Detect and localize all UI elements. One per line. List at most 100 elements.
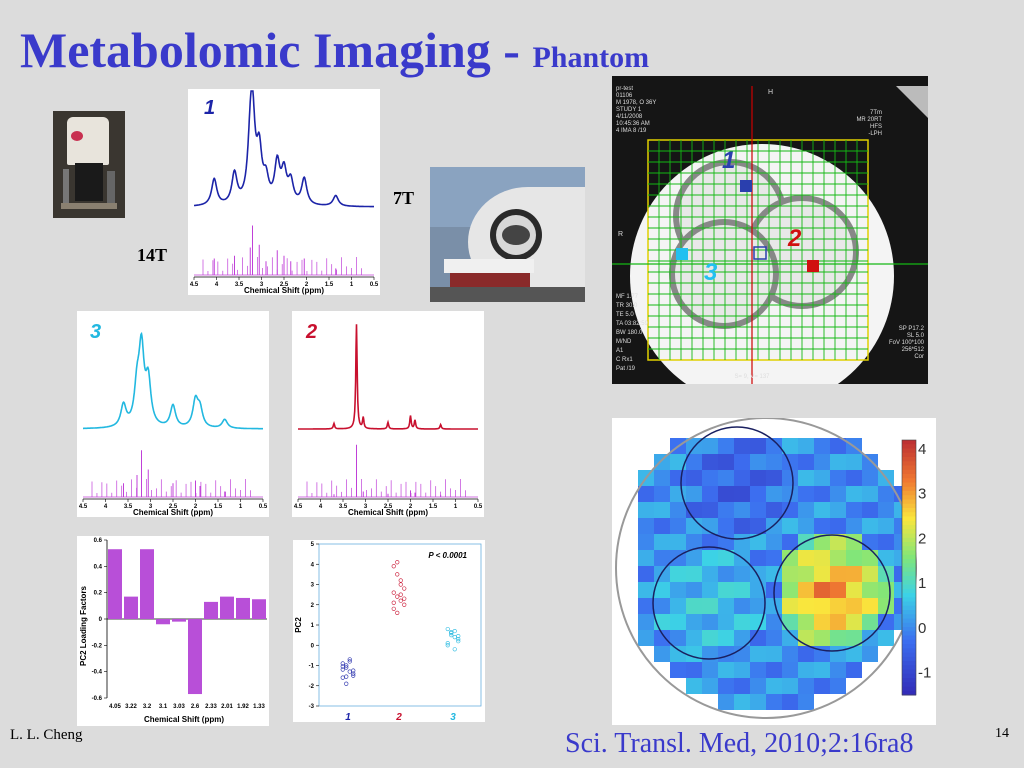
y-tick-label: 5 [311, 542, 315, 548]
colorbar-segment [902, 627, 916, 632]
heatmap-cell [734, 662, 750, 678]
score-point [395, 610, 400, 615]
y-axis-title: PC2 Loading Factors [79, 585, 88, 666]
heatmap-cell [862, 566, 878, 582]
heatmap-cell [686, 614, 702, 630]
heatmap-cell [654, 550, 670, 566]
mri-overlay-text: 7Tm [870, 110, 882, 116]
score-point [391, 606, 396, 611]
heatmap-cell [734, 582, 750, 598]
mri-voxel-label: 1 [722, 147, 735, 174]
x-tick-label: 0.5 [370, 282, 379, 288]
label-7t: 7T [393, 188, 415, 208]
heatmap-cell [686, 470, 702, 486]
heatmap-cell [862, 518, 878, 534]
author: L. L. Cheng [10, 727, 83, 743]
x-tick-label: 1.33 [253, 704, 265, 710]
spectrum-line [194, 90, 374, 208]
heatmap-cell [718, 614, 734, 630]
y-tick-label: -0.2 [92, 643, 103, 649]
pc2-heatmap-panel: 4 3 2 1 0 -1 [612, 417, 936, 725]
vial-outline [680, 426, 794, 540]
heatmap-cell [686, 518, 702, 534]
colorbar-segment [902, 644, 916, 649]
mri-overlay-text: TA 03:82:59 [616, 321, 649, 327]
y-tick-label: -1 [309, 664, 315, 670]
heatmap-cell [702, 566, 718, 582]
heatmap-cell [814, 470, 830, 486]
x-tick-label: 3 [149, 504, 153, 510]
colorbar-segment [902, 469, 916, 475]
heatmap-cell [814, 502, 830, 518]
spectrum-3-chart: 4.5 4 3.5 3 2.5 2 1.5 1 0.5 Chemical Shift (ppm) [79, 331, 268, 517]
y-tick-label: 3 [311, 583, 315, 589]
heatmap-cell [782, 694, 798, 710]
heatmap-cell [766, 646, 782, 662]
heatmap-cell [878, 630, 894, 646]
heatmap-cell [862, 502, 878, 518]
heatmap-cell [830, 454, 846, 470]
group-label: 1 [345, 712, 351, 722]
mri-overlay-text: MR 20RT [856, 117, 882, 123]
colorbar-segment [902, 533, 916, 539]
heatmap-cell [766, 486, 782, 502]
heatmap-cell [862, 550, 878, 566]
score-point [445, 643, 450, 648]
heatmap-cell [862, 630, 878, 646]
mri-scanner-7t-photo [430, 167, 585, 302]
colorbar-segment [902, 537, 916, 543]
bar [140, 549, 154, 619]
heatmap-cell [718, 694, 734, 710]
score-point [347, 657, 352, 662]
heatmap-cell [750, 630, 766, 646]
vial-outline [652, 546, 766, 660]
colorbar-segment [902, 682, 916, 687]
score-point [398, 598, 403, 603]
heatmap-cell [654, 646, 670, 662]
x-axis-title: Chemical Shift (ppm) [133, 508, 213, 517]
heatmap-cell [654, 486, 670, 502]
heatmap-cell [878, 534, 894, 550]
x-tick-label: 3.5 [235, 282, 244, 288]
colorbar-segment [902, 486, 916, 492]
mri-overlay-text: C Rx1 [616, 357, 633, 363]
heatmap-cell [670, 646, 686, 662]
colorbar-segment [902, 652, 916, 658]
heatmap-cell [686, 454, 702, 470]
heatmap-cell [766, 678, 782, 694]
heatmap-cell [766, 550, 782, 566]
heatmap-cell [830, 518, 846, 534]
heatmap-cell [830, 630, 846, 646]
heatmap-cell [638, 598, 654, 614]
heatmap-cell [766, 614, 782, 630]
heatmap-cell [702, 486, 718, 502]
heatmap-cell [766, 502, 782, 518]
heatmap-cell [878, 486, 894, 502]
heatmap-cell [750, 694, 766, 710]
pc2-heatmap: 4 3 2 1 0 -1 [615, 417, 931, 719]
heatmap-cell [830, 646, 846, 662]
heatmap-cell [686, 646, 702, 662]
voxel-1 [740, 180, 752, 192]
colorbar-segment [902, 567, 916, 573]
x-tick-label: 1.5 [214, 504, 223, 510]
mri-overlay-text: 4/11/2008 [616, 114, 643, 120]
mri-overlay-text: S= 9, V= 137 [734, 374, 770, 380]
colorbar-segment [902, 605, 916, 611]
heatmap-cell [862, 454, 878, 470]
heatmap-cell [766, 454, 782, 470]
score-point [445, 641, 450, 646]
colorbar-segment [902, 499, 916, 505]
score-point [452, 635, 457, 640]
heatmap-cell [686, 630, 702, 646]
heatmap-cell [750, 598, 766, 614]
x-tick-label: 2.33 [205, 704, 217, 710]
x-tick-label: 1 [239, 504, 243, 510]
mri-overlay-text: M 1978, O 36Y [616, 100, 656, 106]
heatmap-cell [782, 598, 798, 614]
score-point [391, 600, 396, 605]
score-point [351, 668, 356, 673]
heatmap-cell [814, 566, 830, 582]
heatmap-cell [734, 518, 750, 534]
heatmap-cell [798, 582, 814, 598]
